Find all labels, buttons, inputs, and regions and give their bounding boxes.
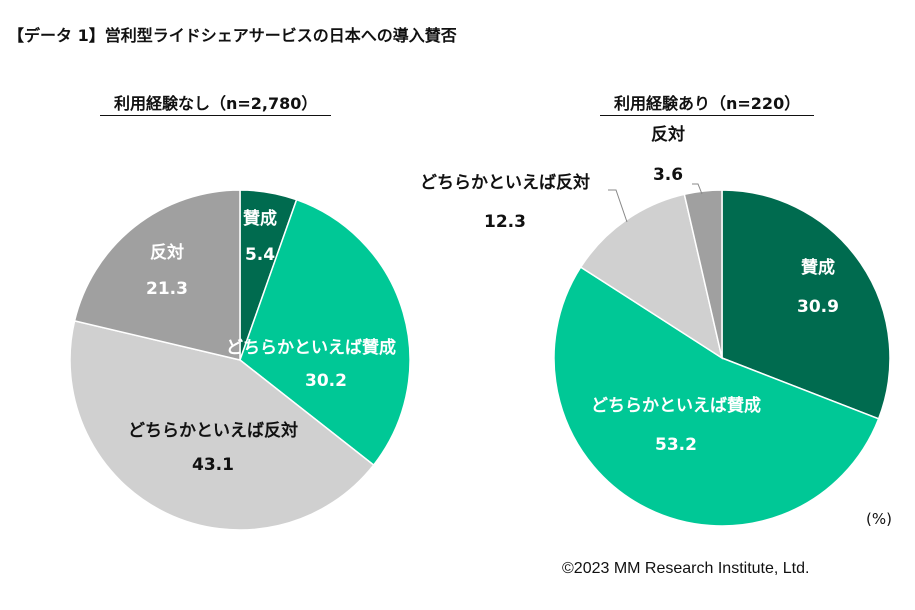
leader-line: [608, 189, 628, 223]
slice-category-label: どちらかといえば賛成: [591, 395, 761, 416]
slice-value-label: 21.3: [146, 279, 188, 299]
pie-slice: [683, 189, 723, 359]
slice-category-label: 賛成: [243, 208, 277, 229]
slice-category-label: 賛成: [801, 257, 835, 278]
chart-title: 【データ 1】営利型ライドシェアサービスの日本への導入賛否: [8, 26, 457, 45]
unit-label: (%): [866, 510, 892, 528]
slice-value-label: 30.2: [305, 371, 347, 391]
slice-category-label: どちらかといえば賛成: [226, 337, 396, 358]
slice-category-label: 反対: [150, 242, 184, 263]
pie-slice: [579, 193, 724, 360]
pie-slice: [721, 189, 891, 420]
pie-slice: [73, 189, 241, 361]
copyright: ©2023 MM Research Institute, Ltd.: [562, 560, 810, 577]
pie-slice: [69, 319, 375, 531]
pie-slice: [553, 266, 880, 527]
slice-value-label: 43.1: [192, 455, 234, 475]
slice-value-label: 53.2: [655, 435, 697, 455]
slice-category-label: どちらかといえば反対: [128, 420, 298, 441]
slice-value-label: 12.3: [484, 212, 526, 232]
slice-value-label: 5.4: [245, 245, 275, 265]
pie-title-with-experience: 利用経験あり（n=220）: [600, 90, 815, 116]
slice-value-label: 30.9: [797, 297, 839, 317]
slice-category-label: 反対: [651, 124, 685, 145]
slice-category-label: どちらかといえば反対: [420, 172, 590, 193]
leader-line: [692, 183, 703, 195]
pie-slice: [239, 198, 411, 467]
slice-value-label: 3.6: [653, 165, 683, 185]
pie-title-no-experience: 利用経験なし（n=2,780）: [100, 90, 332, 116]
